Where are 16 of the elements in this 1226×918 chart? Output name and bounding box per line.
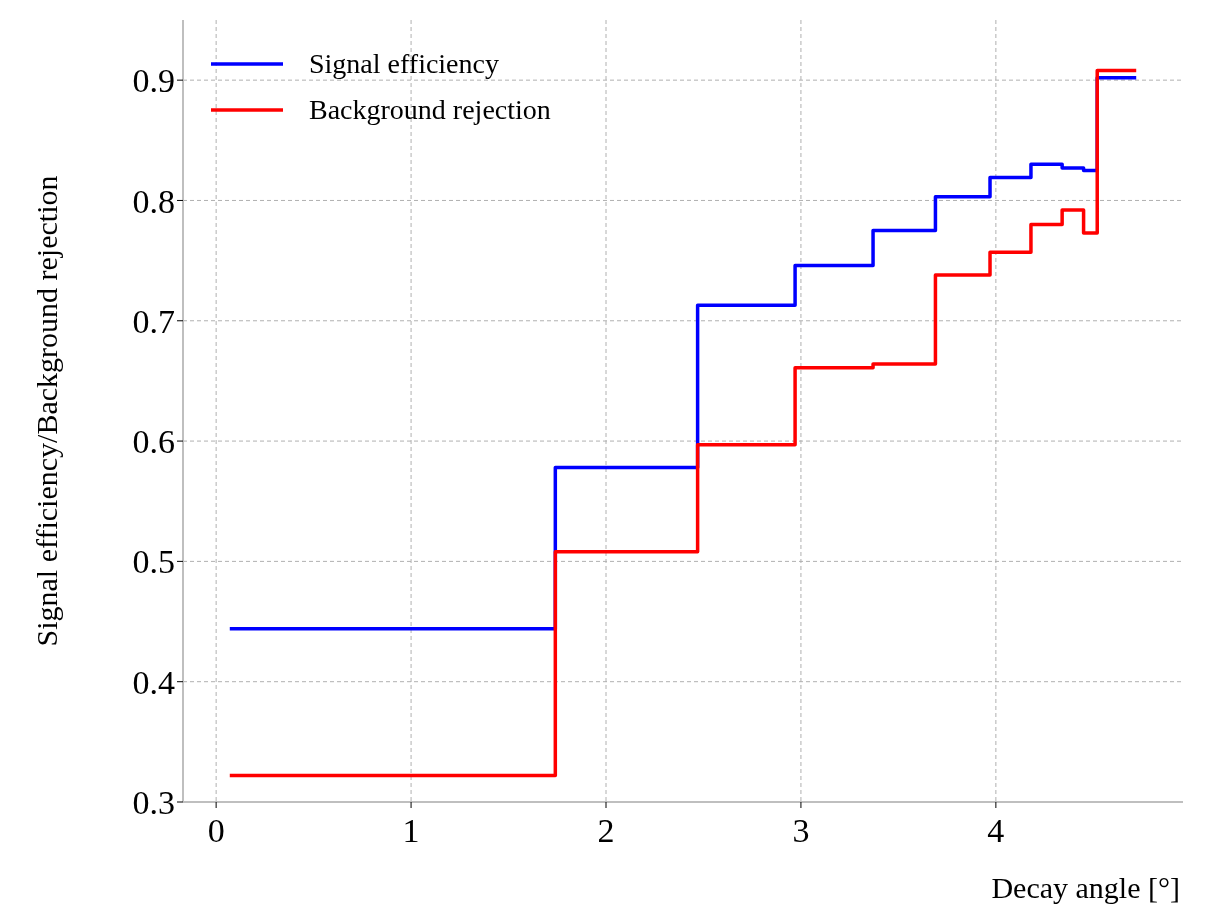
x-tick-label: 1	[402, 812, 420, 850]
y-tick-label: 0.8	[132, 182, 175, 220]
x-tick-label: 4	[987, 812, 1005, 850]
y-tick-label: 0.3	[132, 784, 175, 822]
legend-label: Background rejection	[309, 94, 551, 126]
y-axis-title: Signal efficiency/Background rejection	[29, 175, 63, 647]
y-tick-label: 0.5	[132, 543, 175, 581]
y-tick-label: 0.9	[132, 62, 175, 100]
y-tick-label: 0.7	[132, 302, 175, 340]
x-axis-title: Decay angle [°]	[991, 870, 1180, 906]
x-tick-label: 3	[792, 812, 810, 850]
x-tick-label: 0	[207, 812, 225, 850]
legend-label: Signal efficiency	[309, 48, 499, 80]
y-tick-label: 0.6	[132, 423, 175, 461]
y-tick-label: 0.4	[132, 663, 175, 701]
x-tick-label: 2	[597, 812, 615, 850]
